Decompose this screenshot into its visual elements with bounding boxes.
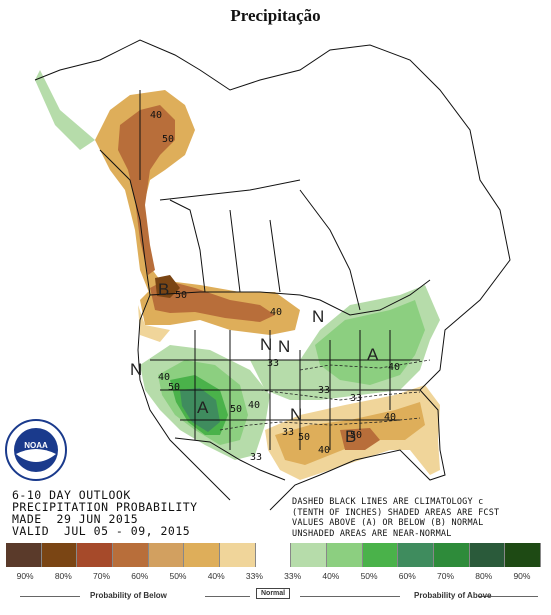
- outlook-valid: VALID JUL 05 - 09, 2015: [12, 524, 191, 538]
- legend-swatch: [41, 543, 78, 567]
- svg-text:NOAA: NOAA: [24, 441, 48, 450]
- legend-pct: 40%: [322, 571, 340, 581]
- climatology-contour-3: [299, 359, 431, 371]
- legend-swatch: [255, 543, 292, 567]
- label-above: A: [197, 398, 209, 417]
- label-below: B: [158, 280, 169, 299]
- us-mexico-border: [174, 437, 286, 481]
- canada-provinces: [159, 179, 361, 311]
- label-33: 33: [250, 452, 262, 463]
- legend-swatch: [362, 543, 399, 567]
- legend-swatch: [148, 543, 185, 567]
- legend-pct: 90%: [16, 571, 34, 581]
- legend-pct: 50%: [360, 571, 378, 581]
- legend-pct: 50%: [169, 571, 187, 581]
- coastline-pacific: [99, 149, 231, 501]
- label-40: 40: [150, 110, 162, 121]
- legend-pct: 33%: [245, 571, 263, 581]
- legend-pct: 70%: [93, 571, 111, 581]
- note-line: VALUES ABOVE (A) OR BELOW (B) NORMAL: [292, 518, 484, 528]
- state-lines: [150, 330, 420, 450]
- label-near-normal: N: [290, 405, 302, 424]
- map-title: Precipitação: [230, 6, 321, 25]
- legend-above-label: Probability of Above: [414, 591, 492, 600]
- legend-pct: 90%: [513, 571, 531, 581]
- legend-pct: 33%: [284, 571, 302, 581]
- legend-swatch: [113, 543, 149, 567]
- label-50: 50: [230, 404, 242, 415]
- label-33: 33: [350, 393, 362, 404]
- label-40: 40: [158, 372, 170, 383]
- legend-swatch: [434, 543, 470, 567]
- southwest-above-70: [180, 388, 220, 432]
- label-50: 50: [298, 432, 310, 443]
- legend-swatch: [327, 543, 363, 567]
- label-33: 33: [282, 427, 294, 438]
- alaska-below-50: [118, 105, 175, 275]
- legend-swatch: [398, 543, 435, 567]
- legend-note: DASHED BLACK LINES ARE CLIMATOLOGY c (TE…: [292, 497, 499, 539]
- northwest-below-60: [155, 275, 180, 298]
- label-40: 40: [248, 400, 260, 411]
- us-canada-border: [149, 279, 431, 316]
- northwest-below-33: [138, 305, 170, 342]
- label-50: 50: [175, 290, 187, 301]
- label-40: 40: [318, 445, 330, 456]
- northwest-below-50: [150, 280, 275, 322]
- label-below: B: [345, 427, 356, 446]
- legend-swatch: [291, 543, 328, 567]
- legend-below-label: Probability of Below: [90, 591, 167, 600]
- southeast-below-60: [340, 428, 380, 450]
- legend-pct: 60%: [131, 571, 149, 581]
- legend-swatch: [220, 543, 256, 567]
- label-40: 40: [270, 307, 282, 318]
- label-above: A: [367, 345, 379, 364]
- outlook-line: 6-10 DAY OUTLOOK: [12, 488, 131, 502]
- outlook-line: PRECIPITATION PROBABILITY: [12, 500, 198, 514]
- climatology-contour-1: [259, 389, 421, 401]
- legend-swatch: [184, 543, 221, 567]
- outlook-info: 6-10 DAY OUTLOOK PRECIPITATION PROBABILI…: [12, 489, 198, 537]
- legend-pct: 80%: [475, 571, 493, 581]
- coastline-west: [34, 39, 511, 511]
- note-line: UNSHADED AREAS ARE NEAR-NORMAL: [292, 528, 452, 539]
- label-40: 40: [388, 362, 400, 373]
- label-50: 50: [168, 382, 180, 393]
- east-above-50: [315, 300, 425, 385]
- label-50: 50: [162, 134, 174, 145]
- label-near-normal: N: [312, 307, 324, 326]
- label-33: 33: [318, 385, 330, 396]
- legend-swatch: [469, 543, 506, 567]
- legend-pct: 70%: [437, 571, 455, 581]
- precipitation-outlook-map: 40 50 50 40 33 33 33 33 33 40 40 40 40 5…: [34, 39, 511, 511]
- alaska-above-area: [35, 70, 95, 150]
- label-near-normal: N: [130, 360, 142, 379]
- legend-pct: 60%: [398, 571, 416, 581]
- note-line: DASHED BLACK LINES ARE CLIMATOLOGY c: [292, 497, 484, 507]
- climatology-contour-2: [219, 417, 421, 431]
- legend-pct: 80%: [54, 571, 72, 581]
- legend-normal-label: Normal: [256, 588, 291, 599]
- note-line: (TENTH OF INCHES) SHADED AREAS ARE FCST: [292, 507, 500, 518]
- legend-swatch: [505, 543, 542, 567]
- legend-color-bar: [6, 543, 542, 567]
- label-near-normal: N: [260, 335, 272, 354]
- noaa-logo: NOAA: [5, 419, 67, 481]
- legend-swatch: [77, 543, 114, 567]
- outlook-made: MADE 29 JUN 2015: [12, 512, 139, 526]
- legend-percentages: 90% 80% 70% 60% 50% 40% 33% 33% 40% 50% 60% 70% 80% 9…: [6, 571, 541, 581]
- legend-swatch: [6, 543, 42, 567]
- label-50: 50: [350, 430, 362, 441]
- label-near-normal: N: [278, 337, 290, 356]
- legend-pct: 40%: [207, 571, 225, 581]
- label-33: 33: [267, 358, 279, 369]
- label-40: 40: [384, 412, 396, 423]
